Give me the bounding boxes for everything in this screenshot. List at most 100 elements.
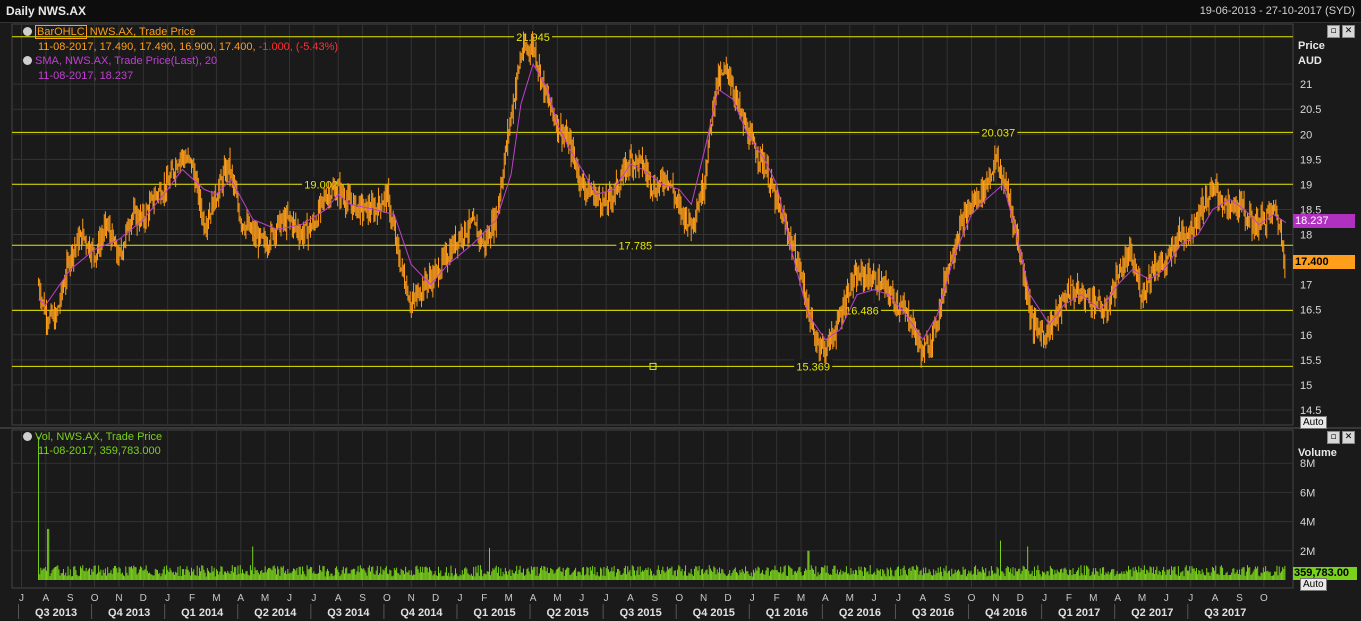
price-tick-label: 21 <box>1300 79 1312 91</box>
quarter-tick-label: Q4 2016 <box>985 607 1027 619</box>
volume-bars <box>38 436 1286 580</box>
month-tick-label: J <box>165 593 170 604</box>
month-tick-label: J <box>750 593 755 604</box>
ohlc-tag: BarOHLC <box>35 25 87 39</box>
level-label-bg <box>616 238 655 252</box>
volume-legend[interactable]: Vol, NWS.AX, Trade Price <box>23 431 162 443</box>
volume-tick-label: 8M <box>1300 458 1315 470</box>
month-tick-label: S <box>1236 593 1243 604</box>
sma-values: 11-08-2017, 18.237 <box>38 70 134 82</box>
month-tick-label: S <box>359 593 366 604</box>
month-tick-label: J <box>1042 593 1047 604</box>
month-tick-label: A <box>822 593 829 604</box>
price-tick-label: 19.5 <box>1300 154 1321 166</box>
maximize-panel-icon[interactable]: ▫ <box>1327 431 1340 444</box>
month-tick-label: F <box>481 593 487 604</box>
price-axis-unit: AUD <box>1298 55 1322 67</box>
price-tick-label: 14.5 <box>1300 405 1321 417</box>
grid <box>0 23 1361 589</box>
month-tick-label: O <box>91 593 99 604</box>
price-tick-label: 16 <box>1300 330 1312 342</box>
sma-legend[interactable]: SMA, NWS.AX, Trade Price(Last), 20 <box>23 55 217 67</box>
volume-tick-label: 2M <box>1300 546 1315 558</box>
quarter-tick-label: Q3 2017 <box>1204 607 1246 619</box>
month-tick-label: M <box>797 593 805 604</box>
month-tick-label: O <box>675 593 683 604</box>
axes: 14.51515.51616.51717.51818.51919.52020.5… <box>1300 79 1321 558</box>
ohlc-values: 11-08-2017, 17.490, 17.490, 16.900, 17.4… <box>38 41 256 53</box>
price-last-tag: 17.400 <box>1293 255 1355 269</box>
level-label-bg <box>979 125 1018 139</box>
quarter-tick-label: Q4 2015 <box>693 607 735 619</box>
month-tick-label: J <box>311 593 316 604</box>
close-panel-icon[interactable]: ✕ <box>1342 431 1355 444</box>
month-tick-label: A <box>335 593 342 604</box>
month-tick-label: J <box>457 593 462 604</box>
legend-toggle-icon[interactable] <box>23 432 32 441</box>
quarter-tick-label: Q1 2015 <box>473 607 515 619</box>
quarter-tick-label: Q3 2016 <box>912 607 954 619</box>
volume-auto-button[interactable]: Auto <box>1300 578 1327 591</box>
price-auto-button[interactable]: Auto <box>1300 416 1327 429</box>
title-bar: Daily NWS.AX 19-06-2013 - 27-10-2017 (SY… <box>0 0 1361 23</box>
maximize-panel-icon[interactable]: ▫ <box>1327 25 1340 38</box>
quarter-tick-label: Q3 2014 <box>327 607 370 619</box>
level-label: 16.486 <box>845 305 879 317</box>
month-tick-label: J <box>19 593 24 604</box>
price-tick-label: 15.5 <box>1300 355 1321 367</box>
month-tick-label: D <box>432 593 439 604</box>
month-tick-label: J <box>872 593 877 604</box>
sma-last-tag: 18.237 <box>1293 214 1355 228</box>
price-tick-label: 19 <box>1300 179 1312 191</box>
quarter-tick-label: Q2 2014 <box>254 607 297 619</box>
quarter-tick-label: Q2 2015 <box>546 607 588 619</box>
month-tick-label: O <box>1260 593 1268 604</box>
month-tick-label: M <box>846 593 854 604</box>
price-axis-title: Price <box>1298 40 1325 52</box>
quarter-tick-label: Q1 2017 <box>1058 607 1100 619</box>
date-range: 19-06-2013 - 27-10-2017 (SYD) <box>1199 5 1355 17</box>
month-tick-label: A <box>1114 593 1121 604</box>
level-label: 20.037 <box>982 127 1016 139</box>
month-tick-label: J <box>896 593 901 604</box>
quarter-tick-label: Q1 2014 <box>181 607 224 619</box>
level-label-bg <box>842 303 881 317</box>
volume-panel-frame <box>11 429 1294 589</box>
price-tick-label: 18 <box>1300 230 1312 242</box>
month-tick-label: N <box>115 593 122 604</box>
level-label: 15.369 <box>796 361 830 373</box>
ohlc-legend[interactable]: BarOHLC NWS.AX, Trade Price <box>23 25 196 39</box>
legend-toggle-icon[interactable] <box>23 27 32 36</box>
price-tick-label: 17 <box>1300 280 1312 292</box>
price-tick-label: 15 <box>1300 380 1312 392</box>
month-tick-label: S <box>944 593 951 604</box>
month-tick-label: M <box>261 593 269 604</box>
price-tick-label: 18.5 <box>1300 204 1321 216</box>
month-tick-label: S <box>67 593 74 604</box>
quarter-tick-label: Q2 2017 <box>1131 607 1173 619</box>
volume-tick-label: 4M <box>1300 517 1315 529</box>
month-tick-label: D <box>140 593 147 604</box>
legend-toggle-icon[interactable] <box>23 56 32 65</box>
close-panel-icon[interactable]: ✕ <box>1342 25 1355 38</box>
month-tick-label: O <box>968 593 976 604</box>
month-tick-label: S <box>652 593 659 604</box>
month-tick-label: A <box>237 593 244 604</box>
level-label-bg <box>302 177 341 191</box>
month-tick-label: F <box>1066 593 1072 604</box>
volume-axis-title: Volume <box>1298 447 1337 459</box>
month-tick-label: D <box>1017 593 1024 604</box>
month-tick-label: F <box>189 593 195 604</box>
month-tick-label: M <box>505 593 513 604</box>
level-label-bg <box>794 359 833 373</box>
month-tick-label: N <box>408 593 415 604</box>
month-tick-label: A <box>919 593 926 604</box>
month-tick-label: J <box>604 593 609 604</box>
quarter-tick-label: Q4 2013 <box>108 607 150 619</box>
sma-series <box>38 62 1287 341</box>
ohlc-change: -1.000, (-5.43%) <box>258 41 339 53</box>
month-tick-label: M <box>553 593 561 604</box>
